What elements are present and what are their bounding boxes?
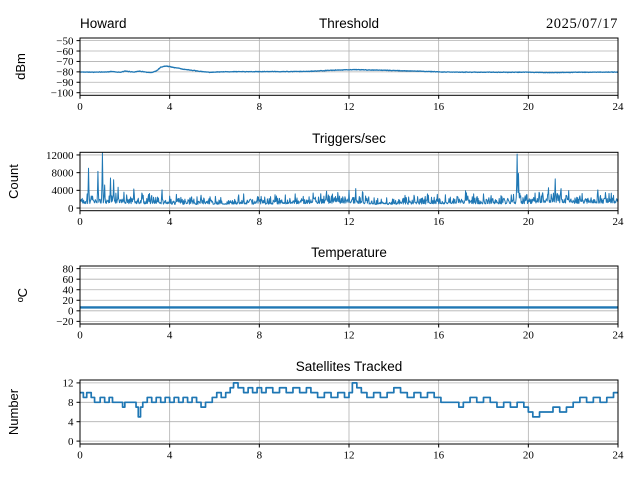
y-tick-label: −60	[56, 46, 74, 58]
x-tick-label: 8	[257, 101, 263, 113]
plot4-ylabel: Number	[6, 388, 21, 435]
x-tick-label: 12	[344, 450, 355, 462]
x-tick-label: 4	[167, 330, 173, 342]
x-tick-label: 0	[77, 330, 83, 342]
plot3-ylabel: ºC	[15, 288, 30, 302]
y-tick-label: 20	[63, 295, 75, 307]
x-tick-label: 16	[433, 216, 445, 228]
y-tick-label: 0	[68, 203, 74, 215]
plot2-title: Triggers/sec	[312, 131, 386, 146]
series-layer	[80, 65, 618, 418]
x-tick-label: 20	[523, 101, 535, 113]
y-tick-label: 60	[63, 274, 75, 286]
y-tick-label: −80	[56, 67, 74, 79]
x-tick-label: 24	[613, 216, 625, 228]
y-tick-label: 80	[63, 263, 75, 275]
x-tick-label: 16	[433, 101, 445, 113]
y-tick-label: 12	[63, 378, 74, 390]
plot2-ylabel: Count	[6, 164, 21, 199]
x-tick-label: 0	[77, 216, 83, 228]
x-tick-label: 20	[523, 216, 535, 228]
plot1-ylabel: dBm	[13, 53, 28, 80]
x-tick-label: 12	[344, 216, 355, 228]
x-tick-label: 16	[433, 450, 445, 462]
x-tick-label: 24	[613, 101, 625, 113]
x-tick-label: 20	[523, 450, 535, 462]
gridlines-layer	[79, 38, 619, 444]
y-tick-label: 8000	[52, 167, 75, 179]
x-tick-label: 12	[344, 101, 355, 113]
plot1-title-right: 2025/07/17	[546, 16, 618, 32]
series-line-triggers-per-sec	[80, 152, 618, 205]
plot4-title: Satellites Tracked	[296, 359, 403, 374]
y-tick-label: 12000	[46, 150, 74, 162]
x-tick-label: 0	[77, 101, 83, 113]
series-line-satellites-tracked	[80, 382, 618, 418]
plot1-title: Threshold	[319, 16, 379, 31]
y-tick-label: 4	[68, 416, 74, 428]
x-tick-label: 8	[257, 450, 263, 462]
y-tick-label: −50	[56, 35, 74, 47]
y-tick-label: 40	[63, 285, 75, 297]
y-tick-label: 8	[68, 397, 74, 409]
y-tick-label: 0	[68, 436, 74, 448]
axes-layer	[76, 37, 619, 448]
plot1-title-left: Howard	[80, 16, 127, 31]
y-tick-label: 4000	[52, 185, 75, 197]
x-tick-label: 24	[613, 330, 625, 342]
x-tick-label: 8	[257, 216, 263, 228]
x-tick-label: 20	[523, 330, 535, 342]
x-tick-label: 4	[167, 450, 173, 462]
x-tick-label: 8	[257, 330, 263, 342]
x-tick-label: 4	[167, 101, 173, 113]
x-tick-label: 16	[433, 330, 445, 342]
y-tick-label: 0	[68, 306, 74, 318]
plot3-title: Temperature	[311, 245, 387, 260]
x-tick-label: 24	[613, 450, 625, 462]
y-tick-label: −90	[56, 77, 74, 89]
x-tick-label: 12	[344, 330, 355, 342]
series-line-signal-level-dbm	[80, 65, 618, 74]
y-tick-label: −70	[56, 56, 74, 68]
x-tick-label: 0	[77, 450, 83, 462]
y-tick-label: −20	[56, 316, 74, 328]
y-tick-label: −100	[51, 87, 74, 99]
x-tick-label: 4	[167, 216, 173, 228]
